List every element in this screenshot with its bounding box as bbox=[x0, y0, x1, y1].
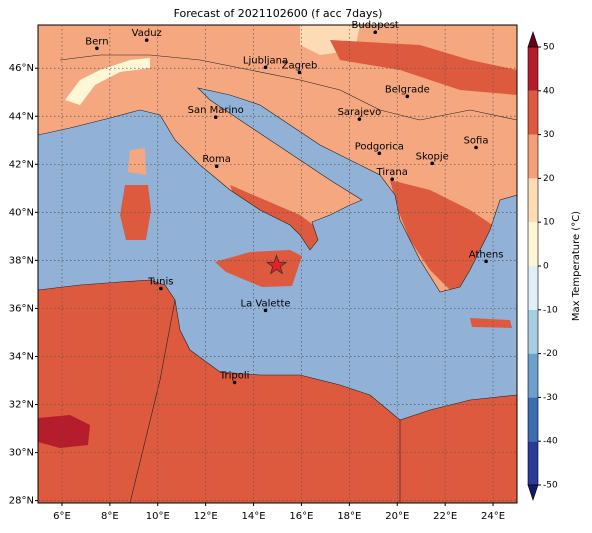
city-point bbox=[214, 164, 219, 169]
city-label: Tirana bbox=[376, 167, 408, 178]
x-tick-label: 12°E bbox=[194, 511, 218, 522]
map-frame bbox=[37, 24, 518, 504]
city-label: Athens bbox=[469, 249, 504, 260]
city-point bbox=[373, 30, 378, 35]
corsica bbox=[128, 148, 146, 175]
colorbar-segment bbox=[528, 397, 538, 442]
city-point bbox=[159, 286, 163, 291]
colorbar-segment bbox=[528, 90, 538, 135]
colorbar-segment bbox=[528, 353, 538, 398]
colorbar-segment bbox=[528, 441, 538, 485]
y-tick-label: 28°N bbox=[9, 496, 34, 507]
city-point bbox=[474, 145, 478, 150]
city-point bbox=[297, 70, 302, 75]
city-point bbox=[357, 117, 362, 121]
colorbar-tick-label: -50 bbox=[543, 481, 558, 491]
colorbar-tick-label: -10 bbox=[543, 305, 558, 315]
alps bbox=[65, 58, 150, 105]
colorbar-tick-label: -30 bbox=[543, 393, 558, 403]
city-point bbox=[213, 115, 218, 120]
y-tick-label: 34°N bbox=[9, 351, 34, 362]
city-label: Vaduz bbox=[132, 28, 162, 39]
x-tick-label: 6°E bbox=[53, 511, 71, 522]
city-point bbox=[484, 259, 488, 264]
city-label: Skopje bbox=[416, 151, 449, 162]
city-point bbox=[232, 380, 237, 385]
city-point bbox=[390, 177, 395, 182]
colorbar-tick-label: 50 bbox=[543, 43, 555, 53]
y-tick-label: 46°N bbox=[9, 63, 34, 74]
city-label: La Valette bbox=[241, 298, 291, 309]
colorbar-tick-label: 40 bbox=[543, 86, 555, 96]
x-tick-label: 18°E bbox=[337, 511, 361, 522]
coastline bbox=[38, 87, 517, 293]
city-label: Roma bbox=[202, 154, 231, 165]
city-label: Bern bbox=[85, 36, 108, 47]
city-label: Tunis bbox=[147, 277, 173, 288]
crete bbox=[470, 318, 512, 328]
colorbar-tick-label: 30 bbox=[543, 130, 555, 140]
x-tick-label: 24°E bbox=[481, 511, 505, 522]
colorbar-segment bbox=[528, 134, 538, 179]
title: Forecast of 2021102600 (f acc 7days) bbox=[174, 7, 383, 20]
colorbar-label: Max Temperature (°C) bbox=[571, 211, 582, 321]
y-tick-label: 40°N bbox=[9, 207, 34, 218]
city-label: Sarajevo bbox=[338, 107, 382, 118]
hot-area bbox=[38, 415, 90, 448]
city-label: Tripoli bbox=[219, 370, 250, 381]
city-point bbox=[377, 151, 382, 156]
city-label: Belgrade bbox=[385, 84, 430, 95]
city-point bbox=[405, 94, 410, 99]
city-label: Budapest bbox=[352, 20, 399, 31]
sicily bbox=[215, 250, 302, 287]
city-point bbox=[263, 65, 268, 70]
x-tick-label: 20°E bbox=[385, 511, 409, 522]
colorbar-tick-label: -20 bbox=[543, 349, 558, 359]
colorbar-segment bbox=[528, 47, 538, 91]
colorbar-extend bbox=[527, 484, 539, 501]
city-label: Ljubljana bbox=[243, 55, 288, 66]
y-tick-label: 44°N bbox=[9, 111, 34, 122]
warm-area bbox=[330, 40, 517, 95]
y-tick-label: 42°N bbox=[9, 159, 34, 170]
colorbar-segment bbox=[528, 266, 538, 310]
colorbar-extend bbox=[527, 31, 539, 48]
x-tick-label: 10°E bbox=[146, 511, 170, 522]
y-tick-label: 36°N bbox=[9, 303, 34, 314]
y-tick-label: 32°N bbox=[9, 400, 34, 411]
city-point bbox=[430, 161, 435, 166]
city-label: Sofia bbox=[464, 136, 489, 147]
x-tick-label: 22°E bbox=[433, 511, 457, 522]
x-tick-label: 16°E bbox=[289, 511, 313, 522]
city-label: Podgorica bbox=[355, 141, 404, 152]
colorbar-tick-label: 20 bbox=[543, 174, 555, 184]
colorbar-tick-label: 0 bbox=[543, 262, 549, 272]
city-point bbox=[263, 308, 268, 313]
colorbar-tick-label: -40 bbox=[543, 437, 558, 447]
colorbar-segment bbox=[528, 309, 538, 354]
x-tick-label: 8°E bbox=[101, 511, 119, 522]
city-point bbox=[95, 46, 99, 51]
coastline bbox=[38, 279, 517, 421]
colorbar-segment bbox=[528, 178, 538, 223]
y-tick-label: 38°N bbox=[9, 255, 34, 266]
border bbox=[129, 299, 176, 503]
city-label: Zagreb bbox=[282, 60, 318, 71]
colorbar-segment bbox=[528, 222, 538, 266]
border bbox=[59, 54, 517, 121]
africa bbox=[38, 280, 517, 503]
y-tick-label: 30°N bbox=[9, 448, 34, 459]
map bbox=[38, 25, 517, 503]
event-marker bbox=[265, 254, 288, 275]
colorbar-tick-label: 10 bbox=[543, 218, 555, 228]
x-tick-label: 14°E bbox=[242, 511, 266, 522]
city-label: San Marino bbox=[188, 105, 244, 116]
city-point bbox=[144, 38, 149, 42]
